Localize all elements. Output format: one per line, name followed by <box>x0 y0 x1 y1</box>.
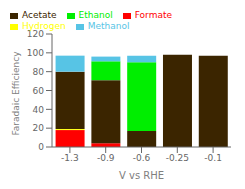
svg-text:120: 120 <box>27 29 44 39</box>
svg-text:60: 60 <box>33 86 45 96</box>
html-text:Formate: Formate <box>134 10 172 20</box>
svg-text:-0.1: -0.1 <box>204 153 222 163</box>
html-text:Hydrogen: Hydrogen <box>22 21 66 31</box>
svg-text:-0.9: -0.9 <box>97 153 115 163</box>
html-text:Methanol: Methanol <box>87 21 130 31</box>
svg-text:0: 0 <box>38 142 44 152</box>
svg-text:-1.3: -1.3 <box>61 153 79 163</box>
svg-text:40: 40 <box>33 105 45 115</box>
html-text:Ethanol: Ethanol <box>78 10 113 20</box>
svg-text:-0.25: -0.25 <box>166 153 189 163</box>
svg-text:100: 100 <box>27 48 44 58</box>
svg-text:-0.6: -0.6 <box>133 153 151 163</box>
svg-text:Faradaic Efficiency: Faradaic Efficiency <box>11 51 21 136</box>
html-text:Acetate: Acetate <box>22 10 57 20</box>
svg-text:80: 80 <box>33 67 45 77</box>
svg-text:20: 20 <box>33 123 45 133</box>
svg-text:V vs RHE: V vs RHE <box>119 170 164 181</box>
